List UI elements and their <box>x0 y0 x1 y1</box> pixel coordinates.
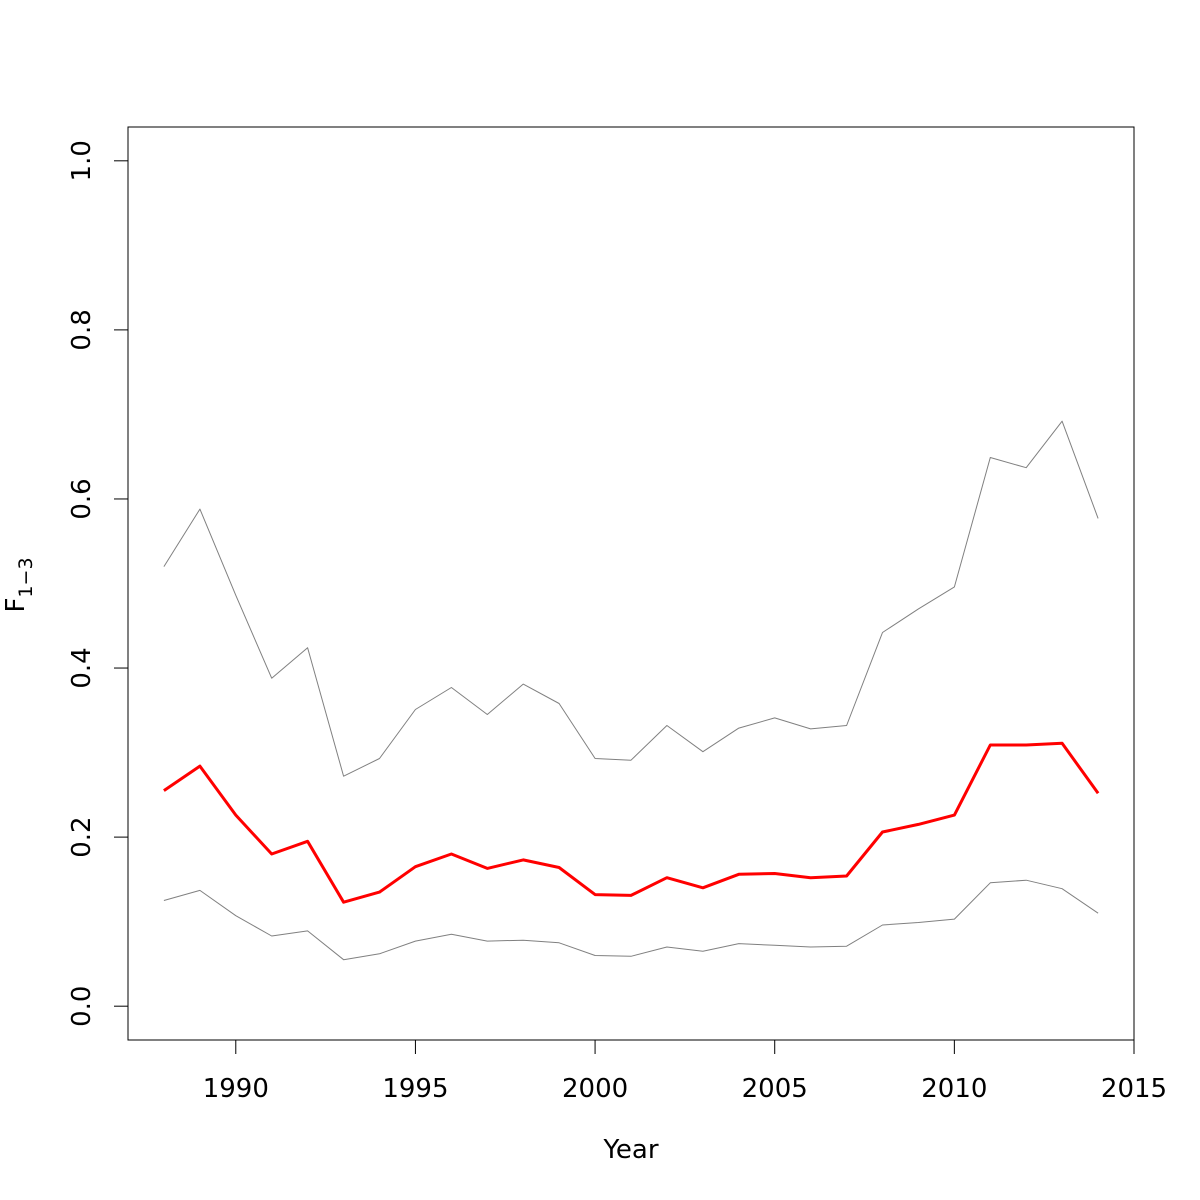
y-tick-label: 0.2 <box>67 816 97 857</box>
plot-frame <box>127 126 1135 1041</box>
x-tick-label: 1995 <box>382 1074 448 1104</box>
x-tick-label: 2010 <box>921 1074 987 1104</box>
y-axis-title-main: F <box>1 598 31 613</box>
x-axis: 1990 1995 2000 2005 2010 2015 <box>203 1039 1167 1104</box>
x-tick-label: 1990 <box>203 1074 269 1104</box>
x-tick-label: 2015 <box>1101 1074 1167 1104</box>
series-line-0 <box>163 741 1100 904</box>
y-tick-label: 1.0 <box>67 140 97 181</box>
series-layer <box>163 420 1100 961</box>
y-axis-title-subscript: 1−3 <box>15 557 37 597</box>
y-axis: 0.0 0.2 0.4 0.6 0.8 1.0 <box>67 140 129 1027</box>
y-tick-label: 0.4 <box>67 647 97 688</box>
x-axis-title: Year <box>602 1135 658 1165</box>
y-tick-label: 0.0 <box>67 986 97 1027</box>
series-line-1 <box>163 420 1099 777</box>
y-tick-label: 0.6 <box>67 478 97 519</box>
x-tick-label: 2000 <box>562 1074 628 1104</box>
series-line-2 <box>163 879 1099 961</box>
x-tick-label: 2005 <box>742 1074 808 1104</box>
y-tick-label: 0.8 <box>67 309 97 350</box>
y-axis-title: F1−3 <box>1 557 37 612</box>
